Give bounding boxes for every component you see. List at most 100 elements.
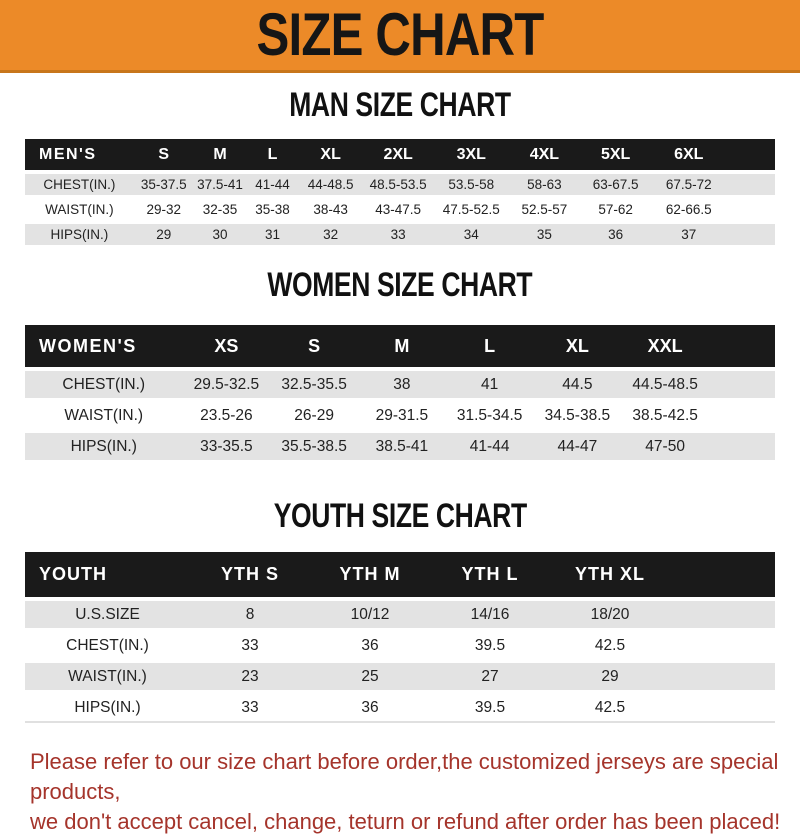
column-header: YTH XL [550,552,670,597]
size-value: 42.5 [550,694,670,723]
size-value: 31.5-34.5 [445,402,534,429]
column-header: YTH M [310,552,430,597]
size-value: 41-44 [246,174,299,195]
spacer-cell [726,139,775,170]
size-value: 33 [190,694,310,723]
women-brand-label: WOMEN'S [25,325,183,367]
youth-section-heading-text: YOUTH SIZE CHART [273,497,527,535]
size-value: 31 [246,224,299,245]
size-value: 36 [310,632,430,659]
size-value: 44-48.5 [298,174,363,195]
size-value: 37.5-41 [193,174,247,195]
size-value: 44-47 [533,433,622,460]
size-value: 38.5-41 [358,433,446,460]
size-value: 29-31.5 [358,402,446,429]
size-value: 8 [190,601,310,628]
size-value: 39.5 [430,632,550,659]
table-row: CHEST(IN.) 29.5-32.5 32.5-35.5 38 41 44.… [25,371,775,398]
table-row: HIPS(IN.) 33-35.5 35.5-38.5 38.5-41 41-4… [25,433,775,460]
size-value: 33 [362,224,434,245]
table-row: WAIST(IN.) 23 25 27 29 [25,663,775,690]
column-header: L [246,139,299,170]
size-value: 67.5-72 [651,174,727,195]
row-label: HIPS(IN.) [25,224,134,245]
size-value: 35-38 [246,199,299,220]
size-value: 27 [430,663,550,690]
size-value: 53.5-58 [433,174,509,195]
youth-size-table: YOUTH YTH S YTH M YTH L YTH XL U.S.SIZE … [25,548,775,727]
size-value: 23 [190,663,310,690]
spacer-cell [709,433,775,460]
men-brand-label: MEN'S [25,139,134,170]
row-label: HIPS(IN.) [25,433,183,460]
table-row: CHEST(IN.) 35-37.5 37.5-41 41-44 44-48.5… [25,174,775,195]
size-value: 41-44 [445,433,534,460]
column-header: S [133,139,194,170]
size-value: 10/12 [310,601,430,628]
spacer-cell [670,632,775,659]
spacer-cell [670,663,775,690]
column-header: 2XL [362,139,434,170]
size-value: 38 [358,371,446,398]
column-header: 4XL [508,139,580,170]
size-value: 57-62 [580,199,652,220]
size-value: 34.5-38.5 [533,402,622,429]
spacer-cell [726,224,775,245]
size-value: 48.5-53.5 [362,174,434,195]
man-section-heading-text: MAN SIZE CHART [289,86,511,124]
table-row: HIPS(IN.) 29 30 31 32 33 34 35 36 37 [25,224,775,245]
row-label: WAIST(IN.) [25,199,134,220]
spacer-cell [670,694,775,723]
size-value: 62-66.5 [651,199,727,220]
size-value: 42.5 [550,632,670,659]
spacer-cell [709,371,775,398]
column-header: L [445,325,534,367]
size-value: 23.5-26 [182,402,271,429]
size-value: 43-47.5 [362,199,434,220]
women-size-table: WOMEN'S XS S M L XL XXL CHEST(IN.) 29.5-… [25,321,775,464]
row-label: U.S.SIZE [25,601,190,628]
women-header-row: WOMEN'S XS S M L XL XXL [25,325,775,367]
row-label: HIPS(IN.) [25,694,190,723]
size-value: 36 [310,694,430,723]
size-value: 26-29 [270,402,358,429]
column-header: XL [298,139,363,170]
column-header: XS [182,325,271,367]
spacer-cell [726,174,775,195]
column-header: XXL [621,325,709,367]
size-value: 47-50 [621,433,709,460]
men-size-table: MEN'S S M L XL 2XL 3XL 4XL 5XL 6XL CHEST… [25,135,775,249]
column-header: 6XL [651,139,727,170]
size-value: 14/16 [430,601,550,628]
size-value: 38.5-42.5 [621,402,709,429]
column-header: M [193,139,247,170]
youth-brand-label: YOUTH [25,552,190,597]
row-label: WAIST(IN.) [25,663,190,690]
size-value: 37 [651,224,727,245]
size-value: 47.5-52.5 [433,199,509,220]
column-header: YTH L [430,552,550,597]
size-value: 36 [580,224,652,245]
women-section-heading: WOMEN SIZE CHART [0,267,800,307]
row-label: CHEST(IN.) [25,371,183,398]
row-label: CHEST(IN.) [25,174,134,195]
footer-note: Please refer to our size chart before or… [30,747,800,837]
size-value: 32 [298,224,363,245]
women-section-heading-text: WOMEN SIZE CHART [267,266,533,304]
spacer-cell [709,325,775,367]
spacer-cell [670,601,775,628]
size-value: 29 [550,663,670,690]
youth-section-heading: YOUTH SIZE CHART [0,498,800,538]
column-header: M [358,325,446,367]
size-value: 25 [310,663,430,690]
man-section-heading: MAN SIZE CHART [0,87,800,127]
size-value: 41 [445,371,534,398]
size-value: 29.5-32.5 [182,371,271,398]
footer-note-line2: we don't accept cancel, change, teturn o… [30,809,781,834]
size-value: 38-43 [298,199,363,220]
men-header-row: MEN'S S M L XL 2XL 3XL 4XL 5XL 6XL [25,139,775,170]
size-value: 44.5-48.5 [621,371,709,398]
size-value: 35.5-38.5 [270,433,358,460]
table-row: U.S.SIZE 8 10/12 14/16 18/20 [25,601,775,628]
